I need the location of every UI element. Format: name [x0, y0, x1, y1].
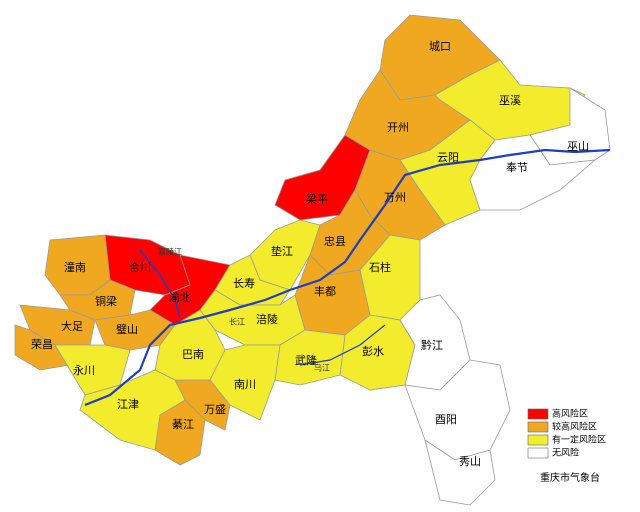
region-label: 垫江: [271, 244, 293, 258]
river-label: 嘉陵江: [158, 247, 182, 257]
legend-label: 高风险区: [552, 408, 588, 420]
region-label: 江津: [117, 398, 139, 411]
region: [209, 344, 281, 421]
region-label: 彭水: [362, 344, 384, 358]
legend-swatch: [527, 434, 549, 446]
region-label: 城口: [429, 40, 451, 53]
region-label: 梁平: [306, 192, 328, 206]
region-label: 合川: [129, 260, 151, 274]
legend-label: 较高风险区: [552, 421, 597, 433]
region-label: 璧山: [116, 322, 138, 336]
region: [79, 369, 186, 451]
region-label: 荣昌: [31, 338, 53, 351]
region-label: 綦江: [172, 418, 194, 431]
region-label: 巫溪: [499, 94, 521, 107]
region-label: 丰都: [314, 285, 336, 298]
region-label: 巴南: [182, 348, 204, 361]
region-label: 渝北: [169, 290, 191, 304]
region-label: 涪陵: [256, 312, 278, 326]
river-label: 长江: [229, 317, 245, 327]
river: [299, 324, 386, 366]
region-label: 云阳: [437, 151, 459, 164]
region-label: 万盛: [204, 402, 226, 416]
legend-label: 有一定风险区: [552, 434, 606, 446]
region-label: 武隆: [295, 353, 317, 367]
region-label: 开州: [387, 121, 409, 134]
region-label: 忠县: [324, 235, 346, 248]
region-label: 黔江: [421, 338, 443, 352]
region-label: 铜梁: [95, 294, 117, 308]
region-label: 大足: [61, 319, 83, 333]
region-label: 奉节: [506, 160, 528, 174]
legend-label: 无风险: [552, 447, 579, 459]
credit: 重庆市气象台: [540, 471, 600, 484]
river-label: 乌江: [314, 363, 330, 373]
region: [54, 344, 131, 396]
river: [84, 148, 611, 407]
legend-swatch: [527, 421, 549, 433]
region: [469, 134, 597, 211]
legend-swatch: [527, 408, 549, 420]
region-label: 南川: [234, 378, 256, 391]
river: [139, 249, 181, 319]
region-label: 潼南: [64, 260, 86, 274]
region-label: 石柱: [369, 260, 391, 274]
region-label: 万州: [384, 191, 406, 204]
region-label: 巫山: [567, 140, 589, 153]
region-label: 秀山: [459, 455, 481, 468]
region-label: 永川: [73, 363, 95, 377]
region: [424, 439, 496, 506]
region-label: 酉阳: [435, 413, 457, 426]
legend-swatch: [527, 447, 549, 459]
region-label: 长寿: [233, 276, 255, 290]
